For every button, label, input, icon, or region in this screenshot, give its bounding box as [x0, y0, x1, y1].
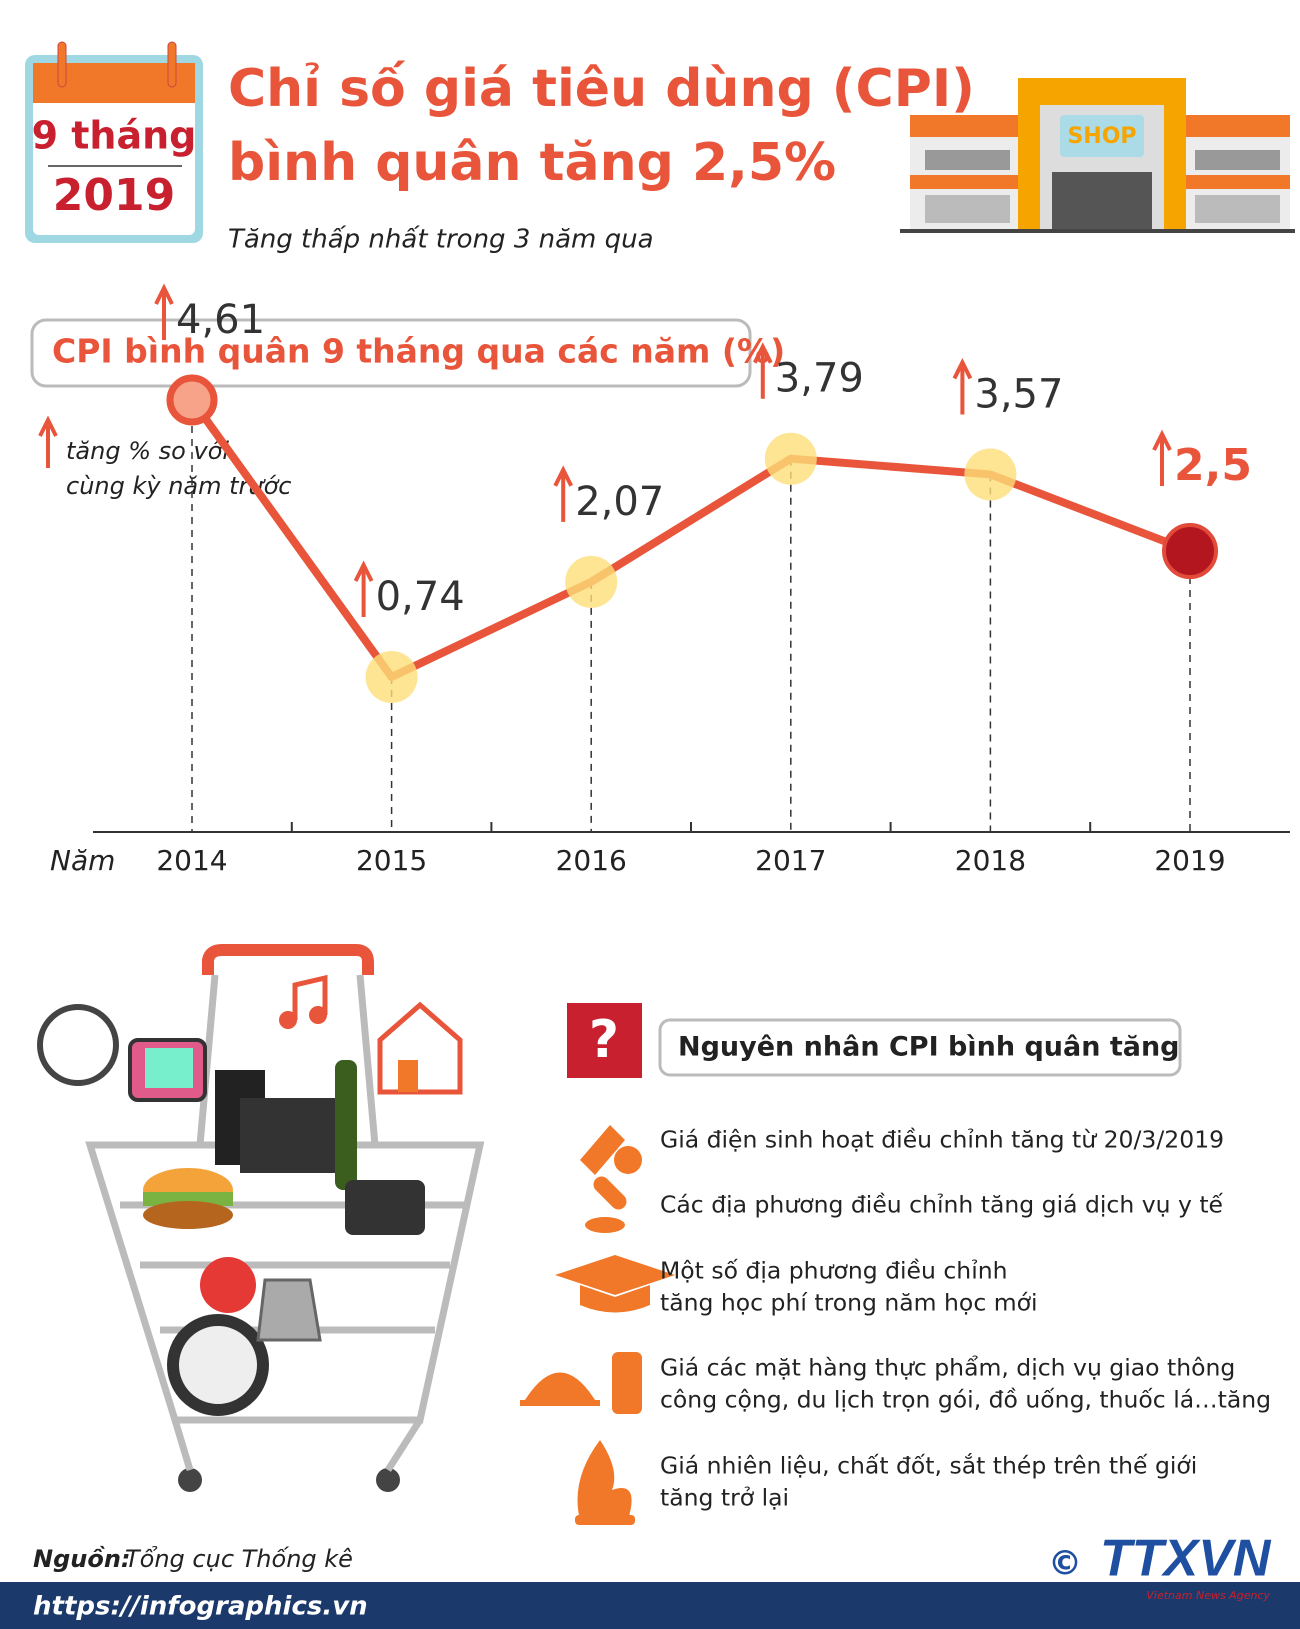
point — [166, 374, 218, 426]
value-label: 2,07 — [575, 479, 664, 525]
increase-arrow — [1152, 429, 1172, 487]
value-label: 0,74 — [376, 574, 465, 620]
cart-illustration — [37, 944, 485, 1492]
reason-text: Một số địa phương điều chỉnh — [660, 1257, 1008, 1285]
title: Chỉ số giá tiêu dùng (CPI) — [228, 59, 975, 119]
url: https://infographics.vn — [33, 1592, 368, 1622]
x-tick-label: 2015 — [356, 844, 427, 877]
question-mark: ? — [589, 1010, 619, 1070]
point — [565, 555, 618, 608]
title: bình quân tăng 2,5% — [228, 133, 836, 193]
increase-arrow — [154, 283, 174, 340]
reason-text: công cộng, du lịch trọn gói, đồ uống, th… — [660, 1386, 1271, 1414]
value-label: 4,61 — [176, 297, 265, 343]
line — [188, 397, 1192, 682]
point — [1162, 523, 1218, 580]
reason-text: Các địa phương điều chỉnh tăng giá dịch … — [660, 1191, 1224, 1219]
x-tick-label: 2014 — [156, 844, 227, 877]
reasons-title: Nguyên nhân CPI bình quân tăng — [678, 1032, 1180, 1063]
x-tick-label: 2016 — [556, 844, 627, 877]
value-label: 3,79 — [775, 356, 864, 402]
legend-arrow — [38, 415, 58, 468]
reason-text: tăng học phí trong năm học mới — [660, 1289, 1038, 1317]
increase-arrow — [553, 465, 573, 522]
point — [764, 432, 817, 485]
subtitle: Tăng thấp nhất trong 3 năm qua — [228, 225, 654, 255]
value-label: 2,5 — [1174, 440, 1252, 491]
copyright: © — [1048, 1544, 1082, 1584]
source: Tổng cục Thống kê — [125, 1545, 353, 1573]
x-tick-label: 2017 — [755, 844, 826, 877]
x-tick-label: 2019 — [1154, 844, 1225, 877]
shop-illustration: SHOP — [900, 78, 1295, 233]
x-tick-label: 2018 — [955, 844, 1026, 877]
shop-sign: SHOP — [1067, 124, 1136, 149]
reasons-title-box — [658, 1018, 1182, 1077]
increase-arrow — [353, 560, 374, 618]
reason-text: Giá điện sinh hoạt điều chỉnh tăng từ 20… — [660, 1126, 1224, 1154]
x-axis-label: Năm — [50, 844, 115, 877]
point — [365, 651, 418, 704]
logo: TTXVN — [1100, 1530, 1272, 1588]
chart-title-box — [30, 318, 752, 388]
calendar: 9 tháng 2019 — [25, 41, 203, 243]
footer-bar — [0, 1582, 1300, 1629]
source-label: Nguồn: — [33, 1544, 131, 1573]
increase-arrow — [952, 357, 973, 415]
point — [964, 448, 1017, 501]
increase-arrow — [753, 342, 773, 399]
calendar-year: 2019 — [53, 170, 175, 221]
reason-text: Giá các mặt hàng thực phẩm, dịch vụ giao… — [660, 1354, 1235, 1382]
logo-sub: Vietnam News Agency — [1146, 1589, 1270, 1602]
calendar-text: 9 tháng — [32, 114, 197, 158]
reasons-list: Giá điện sinh hoạt điều chỉnh tăng từ 20… — [660, 1126, 1271, 1512]
reason-text: Giá nhiên liệu, chất đốt, sắt thép trên … — [660, 1452, 1197, 1480]
legend-text: tăng % so với — [66, 437, 229, 465]
question-icon — [567, 1003, 642, 1078]
chart-title: CPI bình quân 9 tháng qua các năm (%) — [52, 332, 785, 371]
reason-icons — [520, 1125, 675, 1525]
reason-text: tăng trở lại — [660, 1484, 789, 1512]
chart: 2014 2015 2016 2017 2018 2019 4,61 0,74 2,07 3,79… — [154, 283, 1252, 877]
value-label: 3,57 — [974, 371, 1063, 417]
